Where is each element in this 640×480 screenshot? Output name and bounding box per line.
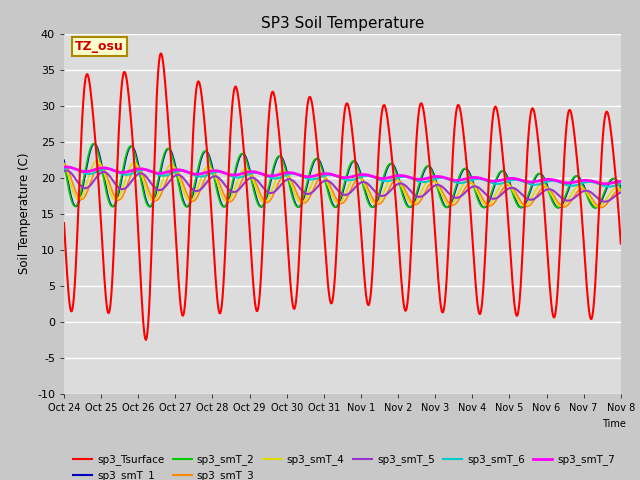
Legend: sp3_Tsurface, sp3_smT_1, sp3_smT_2, sp3_smT_3, sp3_smT_4, sp3_smT_5, sp3_smT_6, : sp3_Tsurface, sp3_smT_1, sp3_smT_2, sp3_… [69,450,619,480]
Text: TZ_osu: TZ_osu [75,40,124,53]
Y-axis label: Soil Temperature (C): Soil Temperature (C) [19,153,31,275]
Title: SP3 Soil Temperature: SP3 Soil Temperature [260,16,424,31]
Text: Time: Time [602,419,627,429]
